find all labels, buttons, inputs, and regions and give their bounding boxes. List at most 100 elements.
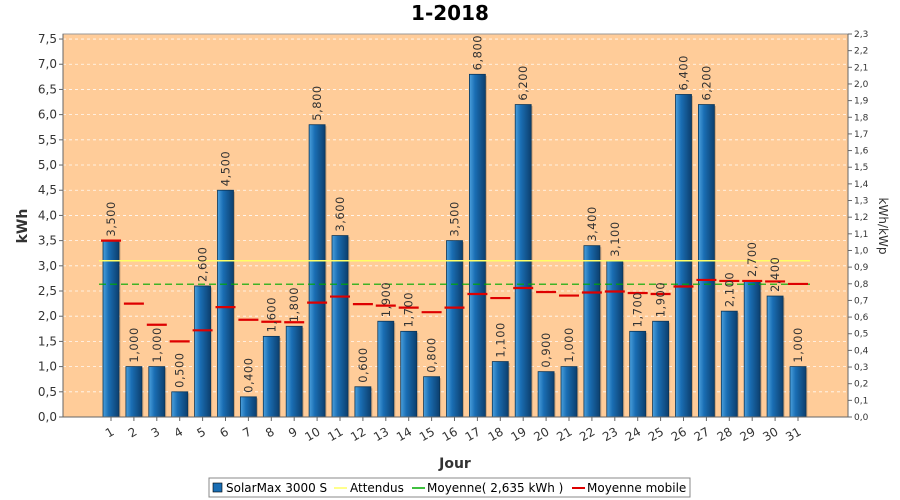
- bar-value-label: 5,800: [310, 85, 324, 120]
- y2-tick-label: 2,3: [854, 30, 868, 40]
- bar: [354, 386, 372, 418]
- x-tick-label: 22: [577, 424, 597, 444]
- x-tick-label: 23: [600, 424, 620, 444]
- x-tick-label: 13: [371, 424, 391, 444]
- bar-value-label: 2,100: [722, 272, 736, 307]
- x-tick-label: 21: [554, 424, 574, 444]
- y-tick-label: 0,5: [38, 385, 57, 399]
- bar: [148, 366, 166, 418]
- legend-label-solarmax: SolarMax 3000 S: [226, 481, 327, 495]
- y-tick-label: 7,0: [38, 57, 57, 71]
- bar: [583, 245, 601, 418]
- x-tick-label: 26: [669, 424, 689, 444]
- bar: [423, 376, 441, 418]
- y-axis-title: kWh: [15, 209, 31, 244]
- bar: [629, 330, 647, 418]
- x-tick-label: 24: [623, 424, 643, 444]
- y-tick-label: 2,0: [38, 309, 57, 323]
- y2-tick-label: 1,8: [854, 113, 869, 123]
- bar-value-label: 3,500: [104, 201, 118, 236]
- bar-value-label: 6,400: [677, 55, 691, 90]
- bar: [743, 280, 761, 418]
- bar-value-label: 1,900: [654, 282, 668, 317]
- y-tick-label: 1,5: [38, 334, 57, 348]
- chart-title: 1-2018: [411, 1, 489, 25]
- bar-value-label: 1,000: [127, 327, 141, 362]
- reference-lines: [99, 260, 810, 285]
- x-tick-label: 12: [348, 424, 368, 444]
- x-tick-label: 2: [126, 424, 140, 440]
- x-axis: 1 2 3 4 5 6 7 8 9 10 11 12 13 14 15 16 17 18 19 20 21 22 23 24 2…: [63, 416, 848, 444]
- bar-value-label: 0,800: [425, 337, 439, 372]
- x-tick-label: 27: [692, 424, 712, 444]
- x-tick-label: 5: [194, 424, 208, 440]
- bar: [171, 391, 189, 418]
- x-tick-label: 30: [760, 424, 780, 444]
- y2-tick-label: 0,5: [854, 330, 868, 340]
- y-tick-label: 5,0: [38, 158, 57, 172]
- y-tick-label: 7,5: [38, 32, 57, 46]
- y-tick-label: 1,0: [38, 360, 57, 374]
- y-axis-right: 0,0 0,1 0,2 0,3 0,4 0,5 0,6 0,7 0,8 0,9 1,0 1,1 1,2 1…: [847, 30, 869, 423]
- y2-tick-label: 1,5: [854, 163, 868, 173]
- y2-tick-label: 2,1: [854, 63, 868, 73]
- legend-label-moyenne-mobile: Moyenne mobile: [587, 481, 686, 495]
- bar: [285, 325, 303, 418]
- bar: [789, 366, 807, 418]
- bar: [239, 396, 257, 418]
- bar-value-label: 0,400: [241, 357, 255, 392]
- bar: [400, 330, 418, 418]
- x-tick-label: 25: [646, 424, 666, 444]
- bar-value-label: 3,400: [585, 206, 599, 241]
- bar-value-label: 1,900: [379, 282, 393, 317]
- bar-value-label: 1,700: [631, 292, 645, 327]
- bar-value-label: 3,500: [448, 201, 462, 236]
- bar: [262, 335, 280, 418]
- bar: [331, 235, 349, 418]
- y2-tick-label: 0,2: [854, 380, 868, 390]
- bar-value-label: 1,000: [150, 327, 164, 362]
- y-tick-label: 4,5: [38, 183, 57, 197]
- bar: [720, 310, 738, 418]
- bar: [377, 320, 395, 418]
- bar-value-label: 3,600: [333, 196, 347, 231]
- y2-tick-label: 0,4: [854, 346, 869, 356]
- bar: [675, 94, 692, 418]
- y-tick-label: 4,0: [38, 208, 57, 222]
- bar-value-label: 2,400: [768, 257, 782, 292]
- x-tick-label: 16: [440, 424, 460, 444]
- x-tick-label: 7: [240, 424, 254, 440]
- y2-tick-label: 0,7: [854, 296, 868, 306]
- y2-tick-label: 2,0: [854, 80, 869, 90]
- y2-tick-label: 1,2: [854, 213, 868, 223]
- y2-axis-title: kWh/kWp: [876, 198, 890, 255]
- y2-tick-label: 2,2: [854, 47, 868, 57]
- y2-tick-label: 1,7: [854, 130, 868, 140]
- y2-tick-label: 1,3: [854, 197, 868, 207]
- x-tick-label: 29: [737, 424, 757, 444]
- bar-value-labels: 3,500 1,000 1,000 0,500 2,600 4,500 0,400 1,600…: [104, 35, 805, 393]
- x-tick-label: 20: [531, 424, 551, 444]
- y2-tick-label: 1,9: [854, 97, 869, 107]
- legend: SolarMax 3000 S Attendus Moyenne( 2,635 …: [208, 477, 691, 498]
- x-tick-label: 9: [286, 424, 300, 440]
- bar-value-label: 6,800: [470, 35, 484, 70]
- x-tick-label: 31: [783, 424, 803, 444]
- bar-value-label: 0,600: [356, 347, 370, 382]
- legend-box: [208, 477, 691, 498]
- x-tick-label: 6: [217, 424, 231, 440]
- x-tick-label: 19: [508, 424, 528, 444]
- bar: [560, 366, 578, 418]
- bar-value-label: 6,200: [699, 65, 713, 100]
- y2-tick-label: 1,6: [854, 147, 869, 157]
- x-tick-label: 8: [263, 424, 277, 440]
- x-tick-label: 15: [417, 424, 437, 444]
- bar-value-label: 4,500: [219, 151, 233, 186]
- bar-value-label: 2,700: [745, 241, 759, 276]
- y2-tick-label: 1,4: [854, 180, 869, 190]
- y-tick-label: 3,5: [38, 234, 57, 248]
- bar-value-label: 3,100: [608, 221, 622, 256]
- y-tick-label: 6,0: [38, 108, 57, 122]
- y-axis-left: 0,0 0,5 1,0 1,5 2,0 2,5 3,0 3,5 4,0 4,5 5,0 5,5 6,0 6…: [38, 32, 64, 424]
- x-tick-label: 18: [486, 424, 506, 444]
